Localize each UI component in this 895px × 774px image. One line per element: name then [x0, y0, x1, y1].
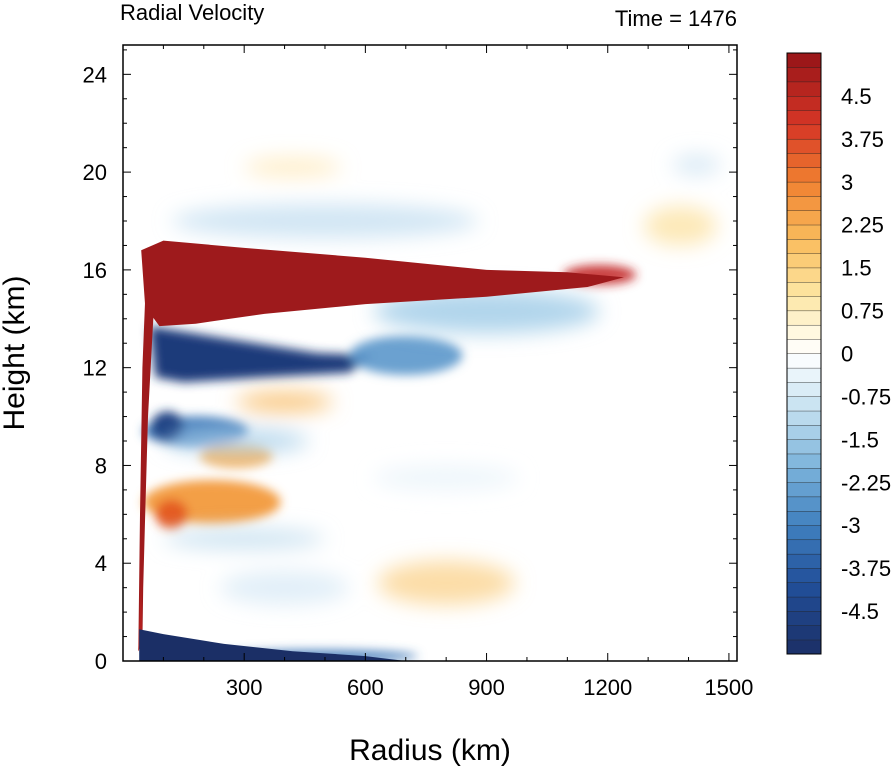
x-tick-label: 1200 [583, 675, 632, 700]
colorbar-tick-label: 3 [841, 170, 853, 195]
low-inflow-mid [220, 570, 350, 605]
low-outflow-mid [377, 560, 515, 605]
colorbar-bin [786, 381, 822, 397]
colorbar-bin [786, 482, 822, 498]
colorbar-bin [786, 110, 822, 126]
x-tick-label: 600 [347, 675, 384, 700]
inner-core-outflow [138, 243, 164, 652]
y-axis-title: Height (km) [0, 275, 31, 430]
colorbar-bin [786, 467, 822, 483]
colorbar-tick-label: 0.75 [841, 299, 884, 324]
mid-outflow-upper [236, 392, 334, 412]
y-axis: 0 4 8 12 16 20 24 [83, 49, 737, 674]
colorbar-bin [786, 582, 822, 598]
colorbar-bin [786, 152, 822, 168]
colorbar-tick-label: -1.5 [841, 427, 879, 452]
inflow-below-outflow-far [373, 289, 600, 334]
colorbar-bin [786, 410, 822, 426]
colorbar-tick-label: 0 [841, 342, 853, 367]
colorbar-bin [786, 310, 822, 326]
colorbar-bin [786, 238, 822, 254]
x-axis: 300 600 900 1200 1500 [162, 45, 753, 700]
low-level-inflow [139, 629, 406, 661]
plot-frame [122, 44, 738, 662]
inflow-band-9km-core [151, 411, 184, 441]
y-tick-label: 4 [95, 551, 107, 576]
x-tick-label: 300 [226, 675, 263, 700]
colorbar-bin [786, 396, 822, 412]
colorbar-tick-label: 1.5 [841, 256, 872, 281]
colorbar-tick-label: -3 [841, 513, 861, 538]
y-tick-label: 12 [83, 356, 107, 381]
colorbar-bin [786, 167, 822, 183]
colorbar-bin [786, 67, 822, 83]
diffuse-features [163, 155, 721, 605]
colorbar-tick-label: 4.5 [841, 84, 872, 109]
y-tick-label: 16 [83, 258, 107, 283]
colorbar-bin [786, 210, 822, 226]
upper-inflow-core [149, 326, 374, 383]
faint-inflow [373, 465, 519, 490]
y-tick-label: 0 [95, 649, 107, 674]
colorbar-bin [786, 567, 822, 583]
colorbar-tick-label: -4.5 [841, 599, 879, 624]
y-tick-label: 20 [83, 160, 107, 185]
colorbar-tick-label: -2.25 [841, 470, 891, 495]
mid-level-outflow-core [155, 499, 188, 529]
colorbar-bin [786, 439, 822, 455]
weak-outflow-top [244, 157, 342, 177]
colorbar-bin [786, 195, 822, 211]
colorbar-bin [786, 353, 822, 369]
colorbar-bin [786, 138, 822, 154]
colorbar-bin [786, 81, 822, 97]
colorbar-bin [786, 539, 822, 555]
upper-inflow-tail [349, 335, 463, 375]
colorbar-bin [786, 324, 822, 340]
colorbar-bin [786, 553, 822, 569]
weak-inflow-upper [171, 203, 479, 239]
colorbar-bin [786, 95, 822, 111]
weak-outflow-far [644, 206, 717, 246]
colorbar: -4.5 -3.75 -3 -2.25 -1.5 -0.75 0 0.75 1.5 2.25 3 3.… [786, 52, 891, 655]
colorbar-bin [786, 625, 822, 641]
colorbar-bin [786, 453, 822, 469]
y-tick-label: 8 [95, 453, 107, 478]
colorbar-bin [786, 181, 822, 197]
colorbar-tick-label: 3.75 [841, 127, 884, 152]
colorbar-bin [786, 596, 822, 612]
colorbar-bin [786, 267, 822, 283]
velocity-field [138, 155, 721, 661]
y-tick-label: 24 [83, 62, 107, 87]
colorbar-bin [786, 52, 822, 68]
colorbar-bin [786, 510, 822, 526]
x-tick-label: 1500 [704, 675, 753, 700]
colorbar-bin [786, 639, 822, 655]
colorbar-bin [786, 296, 822, 312]
colorbar-bin [786, 367, 822, 383]
x-tick-label: 900 [468, 675, 505, 700]
colorbar-bin [786, 525, 822, 541]
weak-inflow-top-right [672, 155, 721, 175]
upper-outflow-band [141, 240, 624, 327]
colorbar-tick-label: -3.75 [841, 556, 891, 581]
colorbar-bin [786, 424, 822, 440]
low-inflow-band [163, 529, 325, 549]
colorbar-bin [786, 253, 822, 269]
colorbar-frame [786, 52, 822, 655]
colorbar-bin [786, 281, 822, 297]
mid-inflow-band [163, 428, 309, 454]
colorbar-tick-label: 2.25 [841, 213, 884, 238]
colorbar-bin [786, 124, 822, 140]
x-axis-title: Radius (km) [349, 734, 511, 767]
colorbar-tick-label: -0.75 [841, 384, 891, 409]
colorbar-bin [786, 496, 822, 512]
chart-title: Radial Velocity [120, 0, 264, 25]
colorbar-bin [786, 224, 822, 240]
colorbar-bin [786, 338, 822, 355]
colorbar-bin [786, 610, 822, 626]
time-label: Time = 1476 [615, 6, 737, 31]
